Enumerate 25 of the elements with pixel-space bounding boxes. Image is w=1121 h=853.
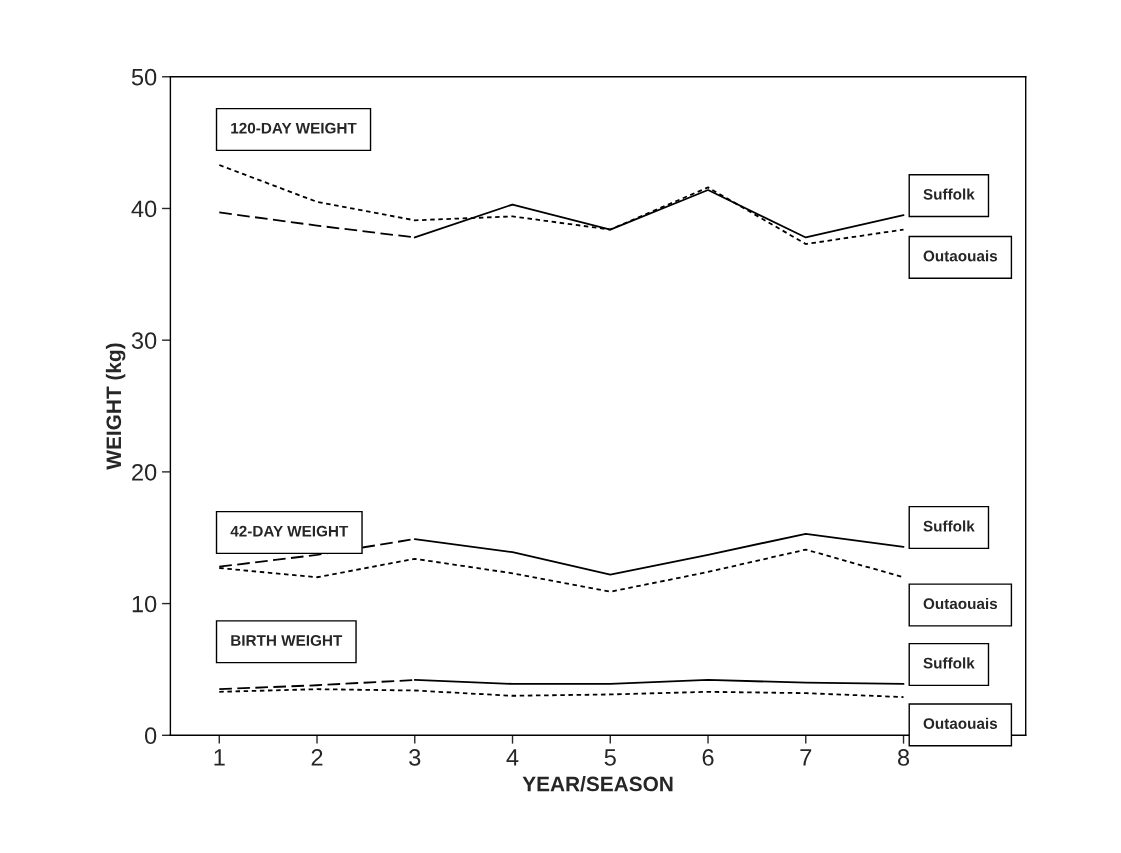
x-tick-label: 8 [897,749,910,766]
x-tick-label: 2 [311,749,323,766]
y-tick-label: 0 [144,727,157,745]
series-label: Suffolk [923,520,975,532]
x-tick-label: 3 [409,749,421,766]
series-label: Suffolk [923,188,975,200]
series-label: Outaouais [923,597,998,610]
x-tick-label: 1 [214,749,225,766]
y-tick-label: 50 [131,68,157,86]
y-tick-label: 10 [132,595,157,613]
x-tick-label: 6 [702,749,714,766]
y-axis-title: WEIGHT (kg) [105,343,126,470]
annotation: 42-DAY WEIGHT [230,525,349,537]
x-tick-label: 5 [604,749,616,766]
annotation: BIRTH WEIGHT [231,635,343,646]
annotation: 120-DAY WEIGHT [231,122,357,134]
y-tick-label: 40 [131,200,157,218]
series-label: Outaouais [923,250,998,262]
series-label: Outaouais [923,717,998,729]
x-axis-title: YEAR/SEASON [522,776,673,792]
y-tick-label: 30 [131,332,157,349]
x-tick-label: 7 [800,749,812,766]
x-tick-label: 4 [506,749,519,766]
series-label: Suffolk [923,657,975,669]
y-tick-label: 20 [132,463,157,481]
